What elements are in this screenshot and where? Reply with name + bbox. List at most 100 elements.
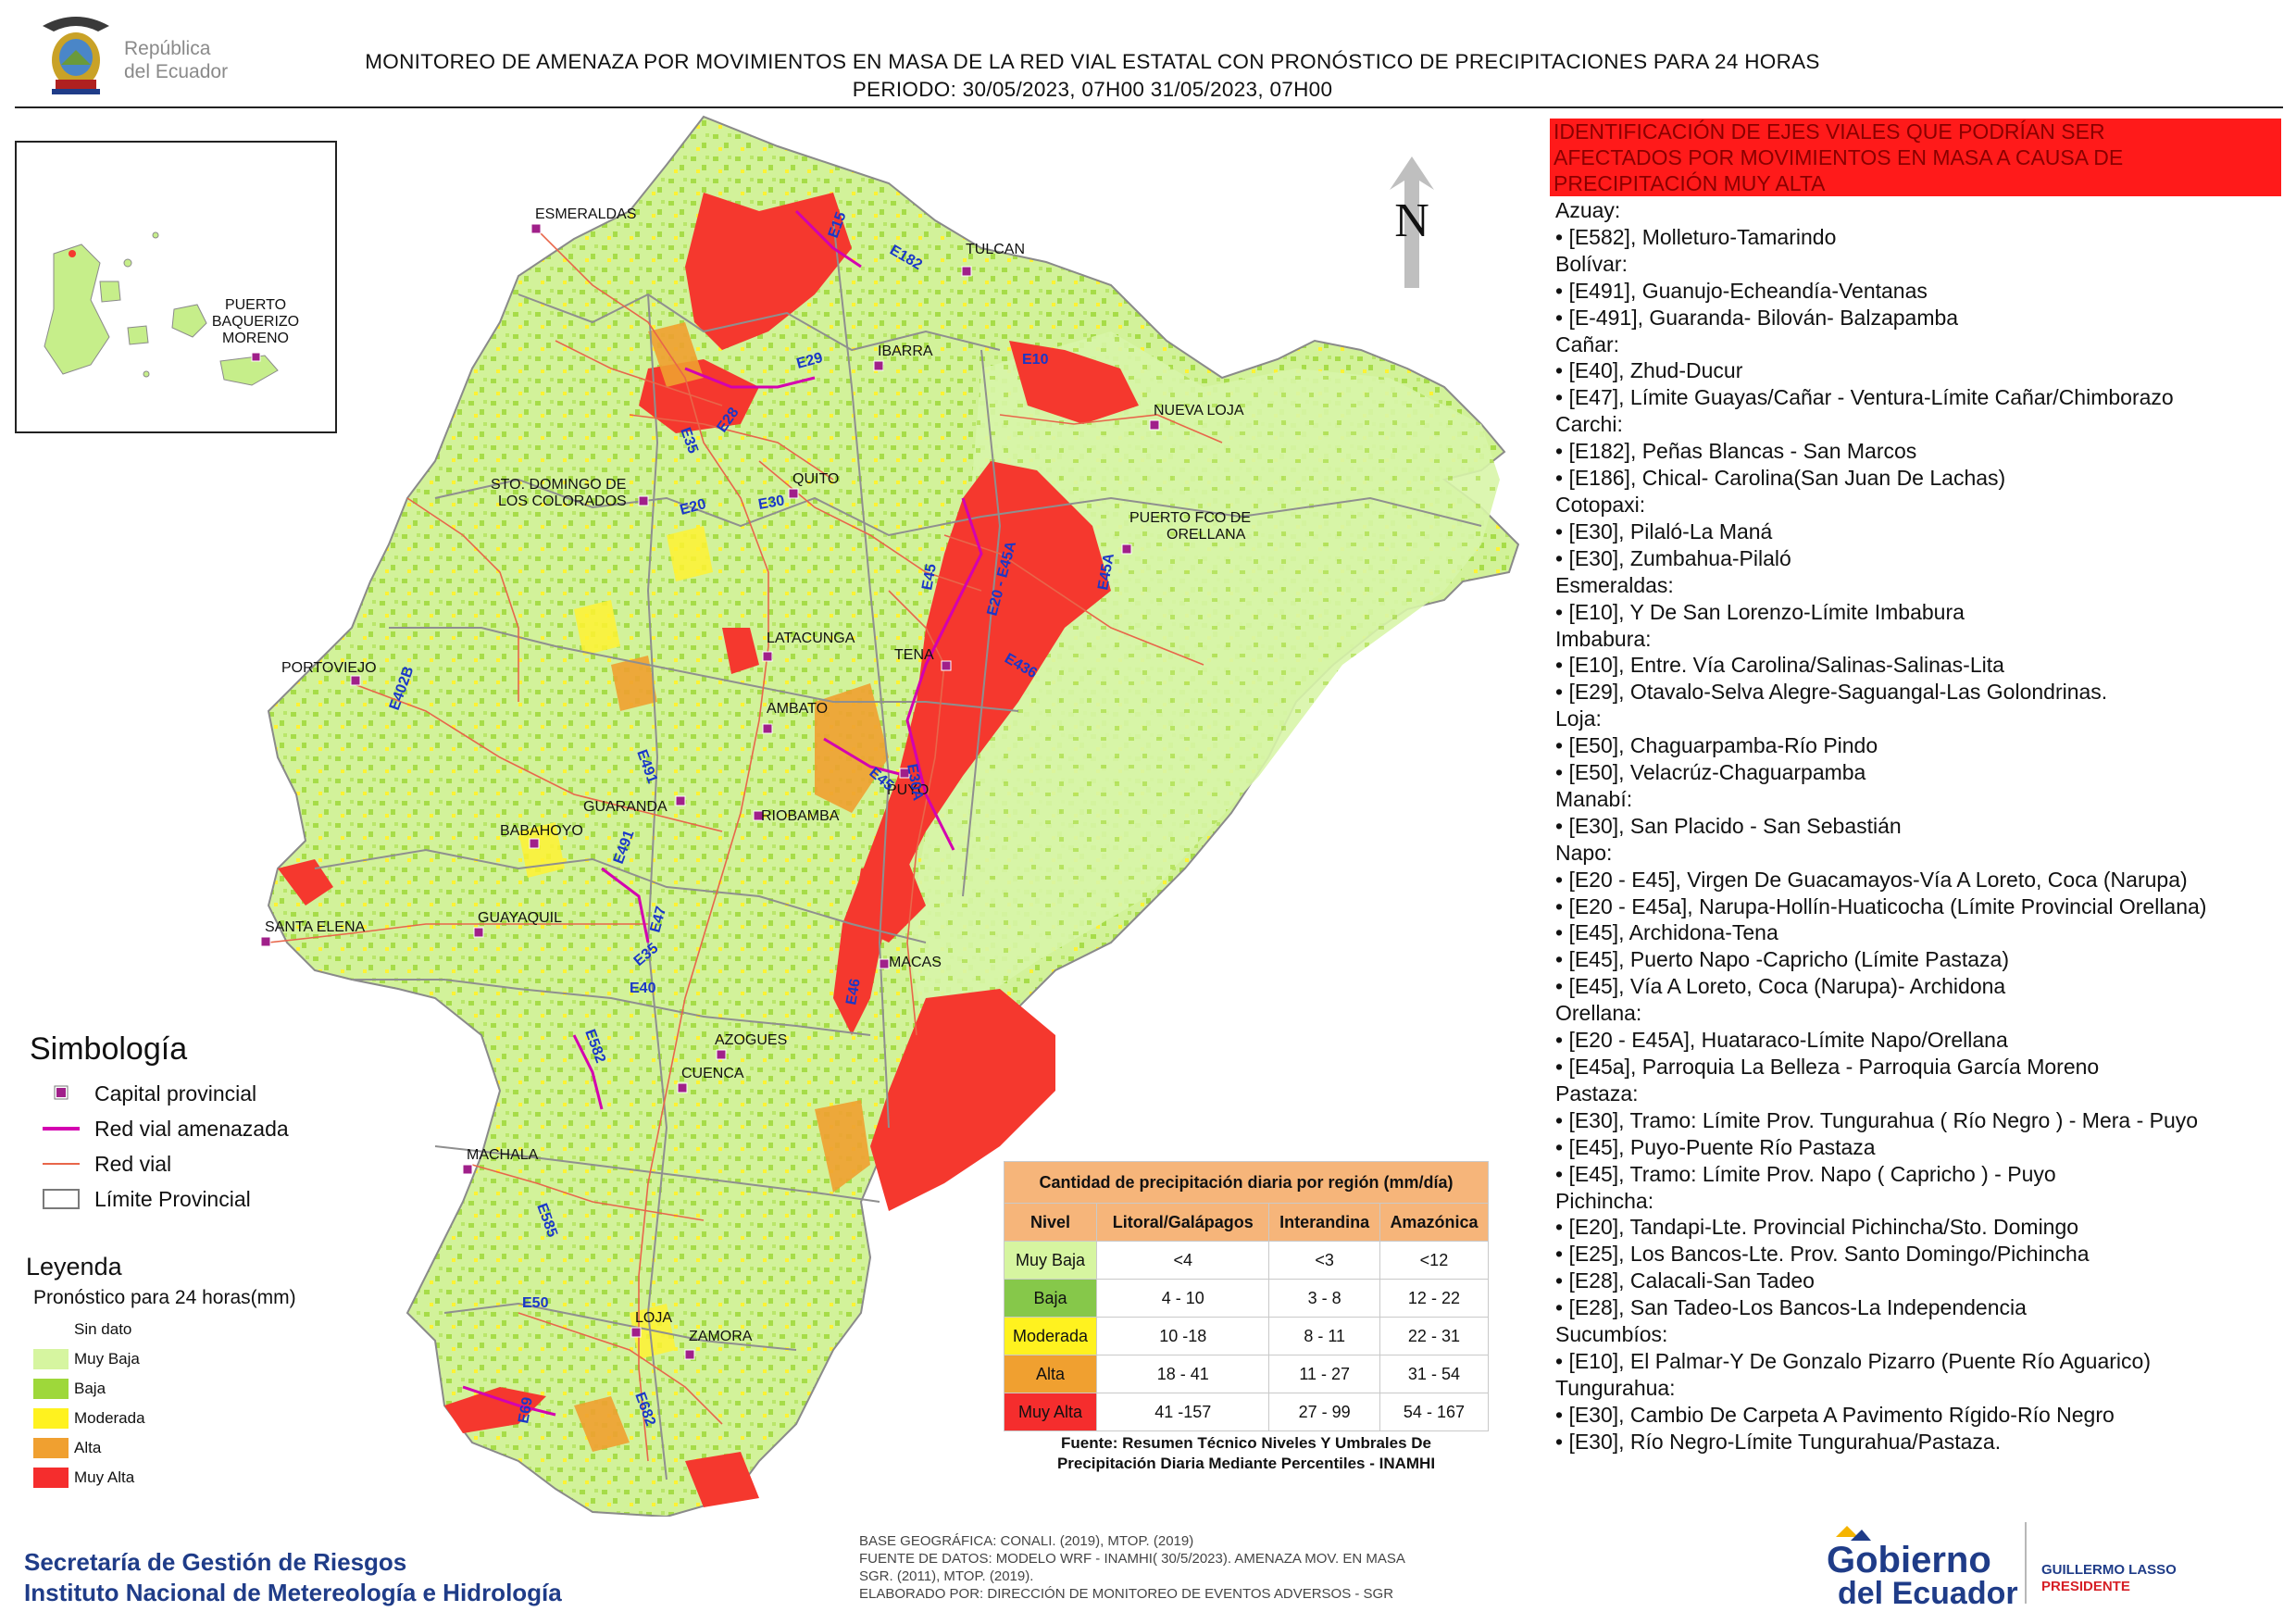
city-esmeraldas: ESMERALDAS <box>535 206 636 222</box>
road-item: • [E186], Chical- Carolina(San Juan De L… <box>1555 466 2006 491</box>
precip-row: Muy Baja <4 <3 <12 <box>1004 1241 1490 1280</box>
threatened-roads <box>462 209 983 1417</box>
city-guaranda: GUARANDA <box>583 799 668 815</box>
precip-value: 12 - 22 <box>1379 1279 1490 1318</box>
provincial-boundaries <box>314 219 1482 1480</box>
highlight-line-1: IDENTIFICACIÓN DE EJES VIALES QUE PODRÍA… <box>1554 119 2105 144</box>
sym-red-amenazada-label: Red vial amenazada <box>94 1117 289 1141</box>
sym-limite-label: Límite Provincial <box>94 1187 251 1211</box>
leyenda-item-label: Muy Baja <box>74 1350 140 1368</box>
precip-value: 10 -18 <box>1095 1317 1270 1355</box>
city-tena: TENA <box>894 647 934 663</box>
precip-level: Baja <box>1004 1279 1097 1318</box>
sym-capital-label: Capital provincial <box>94 1081 257 1106</box>
precip-value: 41 -157 <box>1095 1393 1270 1431</box>
logo-text-2: del Ecuador <box>124 61 229 82</box>
precip-header: Nivel <box>1004 1203 1097 1242</box>
header-divider <box>15 106 2283 108</box>
color-swatch <box>33 1438 69 1458</box>
province-heading: Napo: <box>1555 840 1613 865</box>
city-ibarra: IBARRA <box>878 344 933 359</box>
road-item: • [E20 - E45], Virgen De Guacamayos-Vía … <box>1555 867 2188 892</box>
title-line-2: PERIODO: 30/05/2023, 07H00 31/05/2023, 0… <box>852 78 1333 101</box>
precip-value: 11 - 27 <box>1268 1355 1380 1393</box>
simbologia-title: Simbología <box>30 1031 188 1067</box>
province-heading: Cotopaxi: <box>1555 492 1646 517</box>
road-item: • [E28], San Tadeo-Los Bancos-La Indepen… <box>1555 1295 2027 1320</box>
road-item: • [E45], Puyo-Puente Río Pastaza <box>1555 1134 1876 1159</box>
road-label: E45 <box>919 563 940 592</box>
leyenda-item: Muy Baja <box>26 1344 415 1374</box>
precip-row: Baja 4 - 10 3 - 8 12 - 22 <box>1004 1279 1490 1318</box>
precip-row: Muy Alta 41 -157 27 - 99 54 - 167 <box>1004 1393 1490 1431</box>
footer-metadata: BASE GEOGRÁFICA: CONALI. (2019), MTOP. (… <box>859 1532 1405 1603</box>
highlight-box: IDENTIFICACIÓN DE EJES VIALES QUE PODRÍA… <box>1550 119 2281 196</box>
president-line-1: GUILLERMO LASSO <box>2041 1562 2177 1578</box>
high-threat-zones <box>278 193 1139 1507</box>
leyenda-item: Moderada <box>26 1404 415 1433</box>
road-list: Azuay: • [E582], Molleturo-Tamarindo Bolív… <box>1555 197 2287 1455</box>
road-item: • [E10], El Palmar-Y De Gonzalo Pizarro … <box>1555 1348 2151 1373</box>
province-heading: Pastaza: <box>1555 1081 1639 1106</box>
color-swatch <box>33 1408 69 1429</box>
inset-label-3: MORENO <box>222 331 289 346</box>
city-macas: MACAS <box>889 955 942 970</box>
province-heading: Tungurahua: <box>1555 1375 1676 1400</box>
precip-value: 18 - 41 <box>1095 1355 1270 1393</box>
road-item: • [E582], Molleturo-Tamarindo <box>1555 224 1837 249</box>
road-item: • [E25], Los Bancos-Lte. Prov. Santo Dom… <box>1555 1242 2090 1267</box>
road-item: • [E10], Y De San Lorenzo-Límite Imbabur… <box>1555 599 1965 624</box>
city-portoviejo: PORTOVIEJO <box>281 660 377 676</box>
road-label: E69 <box>516 1396 536 1425</box>
highlight-line-3: PRECIPITACIÓN MUY ALTA <box>1554 171 1826 195</box>
leyenda-item: Muy Alta <box>26 1463 415 1493</box>
ecuador-map[interactable]: ESMERALDAS TULCAN IBARRA NUEVA LOJA QUIT… <box>0 109 1537 1517</box>
north-arrow: N <box>1384 153 1440 292</box>
simbologia: Simbología Capital provincial Red vial a… <box>30 1028 418 1217</box>
precip-value: <3 <box>1268 1241 1380 1280</box>
city-loja: LOJA <box>635 1310 672 1326</box>
road-item: • [E30], Zumbahua-Pilaló <box>1555 545 1791 570</box>
precip-row: Alta 18 - 41 11 - 27 31 - 54 <box>1004 1355 1490 1393</box>
sym-capital: Capital provincial <box>30 1076 418 1111</box>
logo-text-1: República <box>124 38 211 59</box>
leyenda-item-label: Muy Alta <box>74 1468 135 1486</box>
leyenda-item: Alta <box>26 1433 415 1463</box>
province-heading: Loja: <box>1555 706 1602 731</box>
precip-level: Alta <box>1004 1355 1097 1393</box>
province-heading: Manabí: <box>1555 786 1633 811</box>
city-puyo: PUYO <box>887 782 929 798</box>
highlight-line-2: AFECTADOS POR MOVIMIENTOS EN MASA A CAUS… <box>1554 145 2124 169</box>
precip-level: Muy Baja <box>1004 1241 1097 1280</box>
road-item: • [E28], Calacali-San Tadeo <box>1555 1268 1815 1293</box>
province-heading: Cañar: <box>1555 331 1620 356</box>
city-nueva-loja: NUEVA LOJA <box>1154 403 1244 418</box>
sym-red-amenazada: Red vial amenazada <box>30 1111 418 1146</box>
city-zamora: ZAMORA <box>689 1329 753 1344</box>
precip-value: 31 - 54 <box>1379 1355 1490 1393</box>
leyenda-subtitle: Pronóstico para 24 horas(mm) <box>33 1287 296 1308</box>
map-title: MONITOREO DE AMENAZA POR MOVIMIENTOS EN … <box>259 48 1926 104</box>
leyenda: Leyenda Pronóstico para 24 horas(mm) Sin… <box>26 1250 415 1493</box>
city-riobamba: RIOBAMBA <box>761 808 840 824</box>
gob-line-1: Gobierno <box>1827 1540 1991 1580</box>
coat-of-arms-icon <box>43 17 109 94</box>
precip-header: Amazónica <box>1379 1203 1490 1242</box>
leyenda-item-label: Alta <box>74 1439 102 1456</box>
footer-meta-3: SGR. (2011), MTOP. (2019). <box>859 1568 1034 1584</box>
road-item: • [E20], Tandapi-Lte. Provincial Pichinc… <box>1555 1215 2079 1240</box>
precip-row: Moderada 10 -18 8 - 11 22 - 31 <box>1004 1317 1490 1355</box>
road-item: • [E20 - E45A], Huataraco-Límite Napo/Or… <box>1555 1028 2008 1053</box>
road-label: E46 <box>843 978 864 1006</box>
province-heading: Esmeraldas: <box>1555 572 1674 597</box>
road-item: • [E45], Puerto Napo -Capricho (Límite P… <box>1555 947 2009 972</box>
leyenda-item: Sin dato <box>26 1315 415 1344</box>
leyenda-item-label: Baja <box>74 1380 106 1397</box>
precip-value: 22 - 31 <box>1379 1317 1490 1355</box>
galapagos-inset: PUERTO BAQUERIZO MORENO <box>15 141 337 433</box>
leyenda-item: Baja <box>26 1374 415 1404</box>
city-quito: QUITO <box>792 471 839 487</box>
province-heading: Bolívar: <box>1555 251 1628 276</box>
color-swatch <box>33 1349 69 1369</box>
road-label: E30A <box>904 763 926 803</box>
